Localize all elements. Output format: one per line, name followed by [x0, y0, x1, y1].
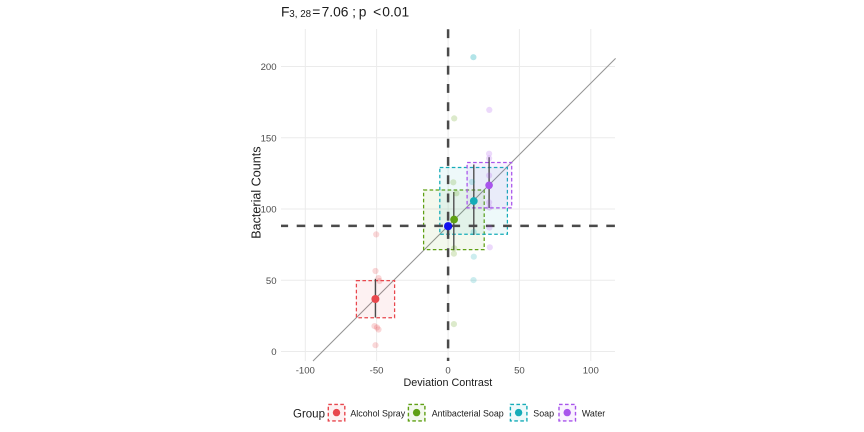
svg-text:Group: Group [293, 409, 325, 421]
svg-text:-50: -50 [370, 365, 384, 376]
svg-text:0: 0 [445, 365, 450, 376]
svg-text:50: 50 [266, 276, 277, 287]
svg-text:;: ; [352, 4, 356, 19]
svg-text:Antibacterial Soap: Antibacterial Soap [432, 409, 504, 419]
svg-text:200: 200 [261, 62, 277, 73]
svg-text:0: 0 [271, 347, 276, 358]
svg-text:Water: Water [582, 409, 605, 419]
svg-text:Deviation Contrast: Deviation Contrast [403, 377, 492, 389]
svg-text:Soap: Soap [533, 409, 554, 419]
svg-text:3, 28: 3, 28 [289, 9, 311, 20]
svg-text:Alcohol Spray: Alcohol Spray [350, 409, 405, 419]
svg-text:Bacterial Counts: Bacterial Counts [250, 146, 264, 238]
svg-text:F: F [281, 4, 289, 19]
svg-text:50: 50 [514, 365, 525, 376]
svg-text:-100: -100 [296, 365, 315, 376]
svg-text:p: p [359, 4, 367, 19]
svg-text:100: 100 [583, 365, 599, 376]
svg-text:7.06: 7.06 [322, 4, 349, 19]
svg-text:<: < [373, 4, 381, 19]
svg-text:=: = [312, 4, 320, 19]
svg-text:150: 150 [261, 133, 277, 144]
svg-text:100: 100 [261, 205, 277, 216]
svg-text:0.01: 0.01 [382, 4, 409, 19]
